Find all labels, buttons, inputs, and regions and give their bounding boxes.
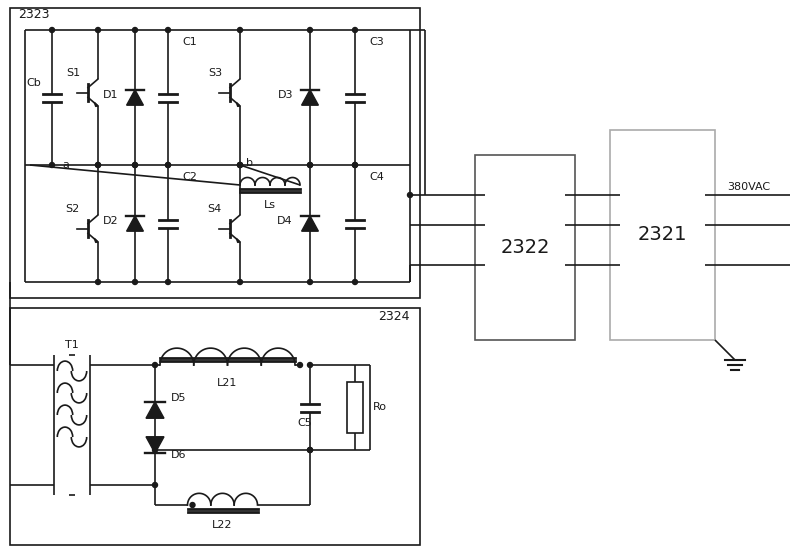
Circle shape (307, 162, 313, 167)
Circle shape (307, 448, 313, 453)
Text: Ro: Ro (373, 403, 387, 413)
Text: C1: C1 (182, 37, 197, 47)
Circle shape (238, 162, 242, 167)
Circle shape (307, 28, 313, 33)
Text: C3: C3 (369, 37, 384, 47)
Circle shape (238, 280, 242, 285)
Text: D2: D2 (102, 217, 118, 227)
Polygon shape (146, 402, 164, 418)
Text: S3: S3 (208, 68, 222, 78)
Text: L21: L21 (218, 378, 238, 388)
Bar (347, 382, 363, 433)
Circle shape (153, 362, 158, 367)
Text: D4: D4 (278, 217, 293, 227)
Polygon shape (236, 102, 240, 106)
Text: C2: C2 (182, 172, 197, 182)
Circle shape (95, 162, 101, 167)
Text: D3: D3 (278, 90, 293, 100)
Circle shape (190, 502, 195, 507)
Polygon shape (126, 216, 143, 231)
Text: D6: D6 (171, 450, 186, 460)
Bar (475, 155, 575, 340)
Polygon shape (236, 238, 240, 243)
Text: D5: D5 (171, 393, 186, 403)
Text: S1: S1 (66, 68, 80, 78)
Text: Ls: Ls (264, 200, 276, 210)
Circle shape (133, 280, 138, 285)
Bar (10, 8, 420, 298)
Polygon shape (94, 238, 98, 243)
Bar (610, 130, 715, 340)
Text: T1: T1 (65, 340, 79, 350)
Circle shape (50, 162, 54, 167)
Circle shape (353, 28, 358, 33)
Circle shape (95, 28, 101, 33)
Circle shape (307, 280, 313, 285)
Polygon shape (94, 102, 98, 106)
Text: 2321: 2321 (638, 225, 687, 244)
Circle shape (353, 162, 358, 167)
Circle shape (50, 28, 54, 33)
Circle shape (353, 280, 358, 285)
Text: 2322: 2322 (500, 238, 550, 257)
Text: C4: C4 (369, 172, 384, 182)
Text: Cb: Cb (26, 79, 42, 89)
Circle shape (407, 192, 413, 197)
Text: S4: S4 (208, 203, 222, 213)
Text: S2: S2 (66, 203, 80, 213)
Polygon shape (126, 90, 143, 105)
Text: 380VAC: 380VAC (727, 182, 770, 192)
Circle shape (166, 162, 170, 167)
Polygon shape (146, 437, 164, 453)
Circle shape (298, 362, 302, 367)
Text: a: a (62, 160, 69, 170)
Polygon shape (302, 216, 318, 231)
Text: 2323: 2323 (18, 8, 50, 22)
Circle shape (353, 162, 358, 167)
Circle shape (166, 28, 170, 33)
Polygon shape (302, 90, 318, 105)
Text: C5: C5 (298, 418, 312, 428)
Text: b: b (246, 158, 253, 168)
Circle shape (133, 28, 138, 33)
Circle shape (238, 162, 242, 167)
Circle shape (133, 162, 138, 167)
Circle shape (238, 28, 242, 33)
Circle shape (307, 162, 313, 167)
Bar (10, 308, 420, 545)
Circle shape (166, 280, 170, 285)
Circle shape (238, 162, 242, 167)
Circle shape (153, 483, 158, 488)
Text: 2324: 2324 (378, 310, 410, 322)
Circle shape (307, 362, 313, 367)
Circle shape (307, 448, 313, 453)
Circle shape (133, 162, 138, 167)
Circle shape (166, 162, 170, 167)
Circle shape (95, 280, 101, 285)
Text: D1: D1 (102, 90, 118, 100)
Circle shape (95, 162, 101, 167)
Text: L22: L22 (212, 520, 233, 530)
Circle shape (153, 448, 158, 453)
